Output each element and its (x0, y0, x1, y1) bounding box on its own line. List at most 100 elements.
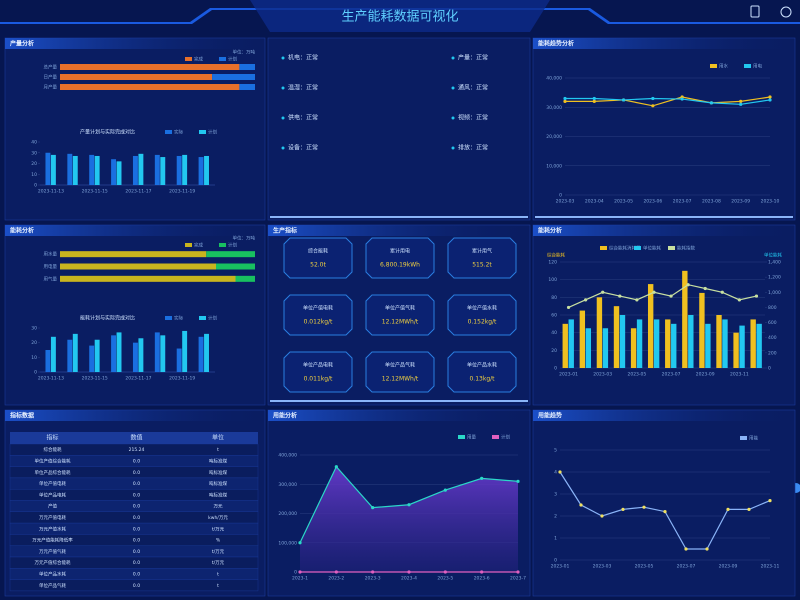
bar (716, 315, 722, 368)
bar (647, 284, 654, 368)
table-cell: t/万元 (212, 549, 225, 555)
x-tick-label: 2023-03 (593, 564, 612, 570)
x-tick-label: 2023-11-15 (82, 376, 108, 382)
legend-swatch (185, 243, 192, 247)
card-title: 综合能耗 (308, 248, 328, 255)
bar (67, 339, 73, 372)
y-tick-label: 40,000 (546, 76, 562, 82)
bar (45, 152, 51, 185)
table-cell: 0.0 (133, 458, 140, 464)
y-tick-label: 300,000 (278, 482, 297, 488)
y2-axis-label: 单位能耗 (764, 252, 782, 259)
point (443, 488, 447, 492)
y-tick-label: 80 (551, 295, 557, 301)
card-title: 单位产值气耗 (385, 305, 415, 312)
card-value: 6,800.19kWh (380, 262, 420, 269)
card-title: 单位产值电耗 (303, 305, 333, 312)
point (592, 96, 596, 101)
point (768, 499, 772, 503)
table-cell: 万元产值综合能耗 (35, 559, 71, 566)
y-tick-label: 1,200 (768, 275, 781, 281)
point (739, 102, 743, 106)
bar (50, 336, 56, 372)
y-tick-label: 30 (31, 326, 37, 332)
row-label: 总产量 (44, 64, 58, 71)
bar (60, 275, 236, 282)
card-value: 0.011kg/t (304, 376, 333, 383)
legend-label: 用量 (467, 434, 476, 441)
bar (216, 263, 255, 270)
point (768, 95, 772, 99)
point (407, 570, 411, 574)
y-tick-label: 100,000 (278, 540, 297, 546)
y-tick-label: 0 (34, 370, 37, 376)
point (669, 294, 673, 298)
card-value: 12.12MWh/t (382, 319, 419, 326)
y-tick-label: 1 (554, 536, 557, 542)
card-value: 0.152kg/t (468, 319, 497, 326)
panel (532, 37, 796, 221)
x-tick-label: 2023-11-19 (169, 376, 195, 382)
bar (630, 328, 637, 368)
icon-settings[interactable] (780, 6, 792, 18)
point (652, 290, 656, 294)
legend-swatch (740, 436, 747, 440)
card (447, 294, 517, 336)
bar (45, 350, 51, 372)
point (371, 506, 375, 510)
status-label: 机电：正常 (288, 54, 318, 62)
bar (60, 84, 240, 90)
legend-label: 计划 (228, 242, 237, 249)
table-cell: 0.0 (133, 583, 140, 589)
status-dot (451, 56, 455, 60)
point (563, 96, 567, 101)
legend-swatch (185, 57, 192, 61)
bar (665, 319, 671, 368)
bar (132, 155, 138, 185)
point (663, 510, 667, 514)
x-tick-label: 2023-08 (702, 199, 721, 205)
panel-title: 用能趋势 (537, 412, 562, 420)
panel (532, 409, 796, 597)
bar (67, 153, 73, 185)
table-cell: t (217, 583, 219, 589)
bar (705, 323, 711, 368)
bar (585, 328, 592, 368)
icon-copy[interactable] (750, 5, 760, 18)
status-label: 视频：正常 (458, 114, 488, 122)
point (739, 99, 743, 103)
divider (270, 400, 528, 402)
x-tick-label: 2023-11-13 (38, 376, 64, 382)
x-tick-label: 2023-06 (643, 199, 662, 205)
status-dot (451, 146, 455, 150)
point (563, 99, 567, 103)
legend-label: 计划 (501, 434, 510, 441)
bar (204, 155, 209, 185)
panel-header (268, 225, 530, 236)
point (618, 294, 622, 298)
legend-label: 用能 (749, 435, 758, 442)
table-cell: 单位产值综合能耗 (35, 457, 71, 464)
bar (602, 328, 609, 368)
line (565, 97, 771, 105)
status-label: 温湿：正常 (288, 84, 318, 92)
table-cell: 万元产值能耗降低率 (32, 537, 73, 544)
table-cell: 0.0 (133, 538, 140, 544)
chart-title: 产量计划与实际完成对比 (80, 129, 135, 136)
point (334, 570, 338, 574)
legend-label: 计划 (208, 315, 217, 322)
panel-title: 能耗分析 (10, 227, 34, 235)
card (365, 351, 435, 393)
bar (688, 315, 694, 368)
x-tick-label: 2023-6 (474, 576, 490, 582)
point (600, 514, 604, 518)
table-cell: t (217, 571, 219, 577)
card (283, 294, 353, 336)
x-tick-label: 2023-11 (730, 372, 749, 378)
x-tick-label: 2023-05 (614, 199, 633, 205)
card-value: 12.12MWh/t (382, 376, 419, 383)
bar (60, 64, 240, 70)
table-cell: 吨标准煤 (209, 469, 227, 476)
y-tick-label: 2 (554, 514, 557, 520)
